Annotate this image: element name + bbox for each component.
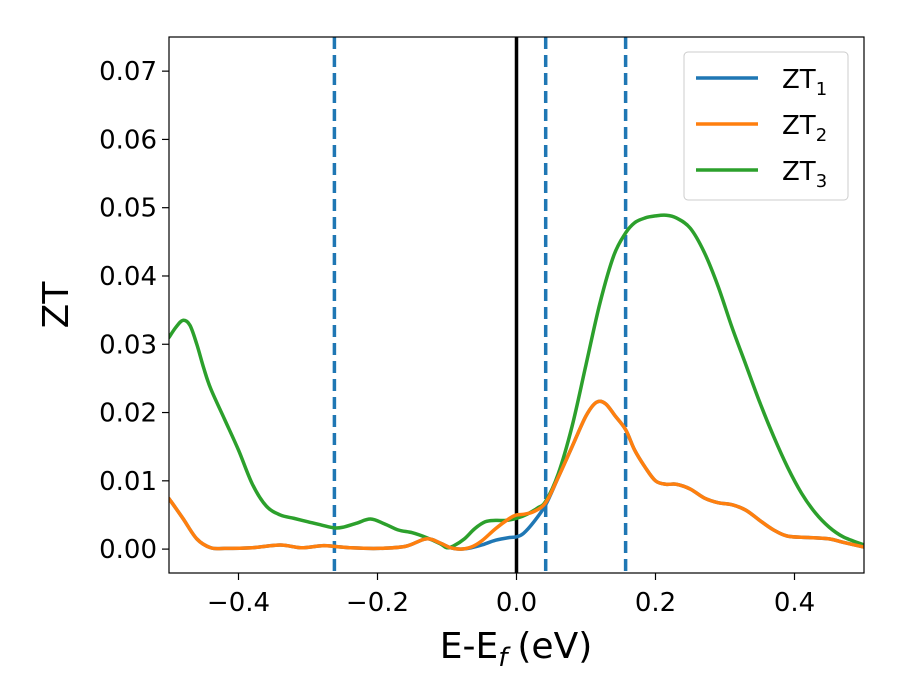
legend-label-zt1: ZT1 <box>782 65 827 100</box>
legend: ZT1 ZT2 ZT3 <box>683 51 849 201</box>
y-tick-label: 0.02 <box>99 399 157 429</box>
x-tick-label: −0.2 <box>346 588 409 618</box>
x-tick-label: −0.4 <box>207 588 270 618</box>
x-tick-label: 0.4 <box>774 588 815 618</box>
legend-label-zt3: ZT3 <box>782 157 827 192</box>
x-tick-label: 0.2 <box>635 588 676 618</box>
y-tick-label: 0.03 <box>99 330 157 360</box>
legend-label-zt2: ZT2 <box>782 111 827 146</box>
x-tick-label: 0.0 <box>496 588 537 618</box>
y-tick-label: 0.07 <box>99 57 157 87</box>
y-tick-label: 0.05 <box>99 194 157 224</box>
x-axis-label-main: E-E <box>440 626 498 667</box>
x-axis-label-subscript: f <box>498 643 511 673</box>
y-axis-label: ZT <box>36 281 77 329</box>
series-line-zt3 <box>169 213 864 550</box>
y-tick-label: 0.06 <box>99 125 157 155</box>
x-axis-label: E-Ef (eV) <box>440 626 593 673</box>
y-tick-label: 0.04 <box>99 262 157 292</box>
x-axis-label-unit: (eV) <box>517 626 592 667</box>
y-tick-label: 0.00 <box>99 535 157 565</box>
legend-frame <box>683 51 849 201</box>
series-line-zt2 <box>169 399 864 551</box>
y-tick-label: 0.01 <box>99 467 157 497</box>
